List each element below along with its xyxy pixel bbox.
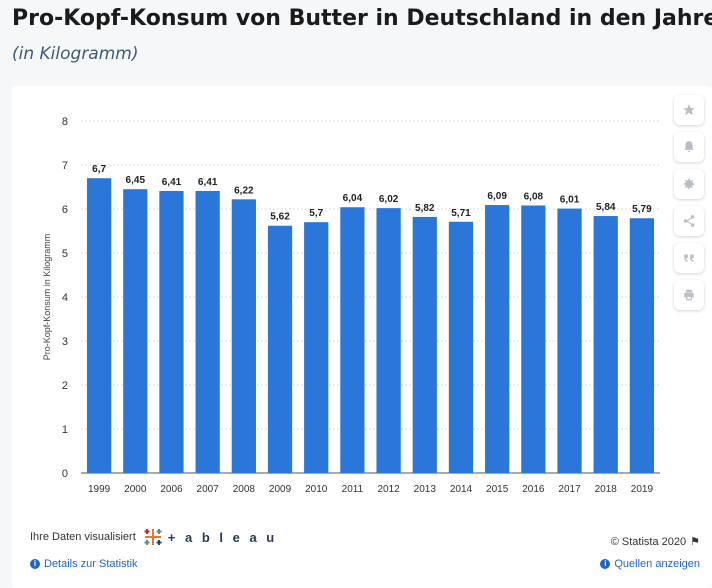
details-link-label: Details zur Statistik xyxy=(44,558,138,570)
x-tick-label: 2019 xyxy=(631,484,654,495)
bar xyxy=(340,207,365,473)
bar xyxy=(267,225,293,473)
x-tick-label: 2018 xyxy=(595,484,618,495)
data-label: 5,79 xyxy=(632,204,652,215)
x-tick-label: 2017 xyxy=(558,484,581,495)
page-subtitle: (in Kilogramm) xyxy=(12,44,139,64)
bar xyxy=(521,205,546,473)
bar xyxy=(412,216,437,474)
y-tick-label: 3 xyxy=(62,336,68,348)
tableau-credit[interactable]: Ihre Daten visualisiert + a b l e a u xyxy=(30,526,277,548)
y-tick-label: 4 xyxy=(62,292,68,304)
data-label: 6,09 xyxy=(487,191,507,202)
sources-link-label: Quellen anzeigen xyxy=(614,558,700,570)
flag-icon[interactable]: ⚑ xyxy=(690,536,700,548)
data-label: 6,02 xyxy=(379,194,399,205)
y-tick-label: 7 xyxy=(62,160,68,172)
data-label: 5,71 xyxy=(451,208,471,219)
x-tick-label: 2013 xyxy=(414,484,437,495)
x-tick-label: 2007 xyxy=(197,484,220,495)
y-axis-title: Pro-Kopf-Konsum in Kilogramm xyxy=(42,234,52,361)
tableau-brand: + a b l e a u xyxy=(167,529,278,545)
copyright-text: © Statista 2020 xyxy=(610,535,687,548)
print-icon[interactable] xyxy=(674,280,704,310)
data-label: 5,7 xyxy=(309,208,323,219)
bar xyxy=(448,221,474,473)
bar xyxy=(123,189,148,473)
info-icon: i xyxy=(30,559,40,569)
bell-icon[interactable] xyxy=(674,132,704,162)
data-label: 5,82 xyxy=(415,203,435,214)
x-tick-label: 2009 xyxy=(269,484,292,495)
y-tick-label: 0 xyxy=(62,468,68,480)
bar xyxy=(159,190,184,473)
x-tick-label: 2016 xyxy=(522,484,545,495)
info-icon: i xyxy=(600,559,611,569)
data-label: 6,45 xyxy=(126,175,146,186)
details-link[interactable]: i Details zur Statistik xyxy=(30,558,138,570)
x-tick-label: 2008 xyxy=(233,484,256,495)
x-tick-label: 2010 xyxy=(305,484,328,495)
data-label: 6,01 xyxy=(560,195,580,206)
bar xyxy=(231,199,256,473)
bar xyxy=(195,190,220,473)
y-tick-label: 8 xyxy=(62,116,68,128)
y-tick-label: 1 xyxy=(62,424,68,436)
chart-toolbar xyxy=(674,95,704,317)
x-tick-label: 2012 xyxy=(377,484,400,495)
data-label: 5,62 xyxy=(270,212,290,223)
bar xyxy=(629,218,655,473)
bar xyxy=(86,178,112,473)
y-tick-label: 6 xyxy=(62,204,68,216)
tableau-logo-icon xyxy=(144,529,162,545)
star-icon[interactable] xyxy=(674,95,704,125)
y-tick-label: 5 xyxy=(62,248,68,260)
x-tick-label: 2015 xyxy=(486,484,509,495)
bar xyxy=(485,205,510,473)
bar xyxy=(557,208,582,473)
page-title: Pro-Kopf-Konsum von Butter in Deutschlan… xyxy=(12,6,712,31)
bar xyxy=(593,216,618,474)
data-label: 6,22 xyxy=(234,185,254,196)
x-tick-label: 2006 xyxy=(160,484,183,495)
data-label: 6,08 xyxy=(524,191,544,202)
sources-link[interactable]: i Quellen anzeigen xyxy=(600,558,700,570)
bar xyxy=(304,222,329,473)
quote-icon[interactable] xyxy=(674,243,704,273)
tableau-prefix: Ihre Daten visualisiert xyxy=(30,531,136,543)
x-tick-label: 2000 xyxy=(124,484,147,495)
data-label: 6,04 xyxy=(343,193,363,204)
data-label: 5,84 xyxy=(596,202,616,213)
x-tick-label: 2014 xyxy=(450,484,473,495)
data-label: 6,41 xyxy=(198,177,218,188)
bar xyxy=(376,208,401,473)
bar-chart: 0 1 2 3 4 5 6 7 8 Pro-Kopf-Konsum in Kilogramm 6,7… xyxy=(42,116,660,495)
data-label: 6,41 xyxy=(162,177,182,188)
chart-card: 0 1 2 3 4 5 6 7 8 Pro-Kopf-Konsum in Kilogramm 6,7… xyxy=(12,86,712,588)
x-tick-label: 1999 xyxy=(88,484,111,495)
y-tick-label: 2 xyxy=(62,380,68,392)
x-tick-label: 2011 xyxy=(342,484,364,495)
copyright: © Statista 2020 ⚑ xyxy=(610,535,700,549)
data-label: 6,7 xyxy=(92,164,106,175)
share-icon[interactable] xyxy=(674,206,704,236)
gear-icon[interactable] xyxy=(674,169,704,199)
